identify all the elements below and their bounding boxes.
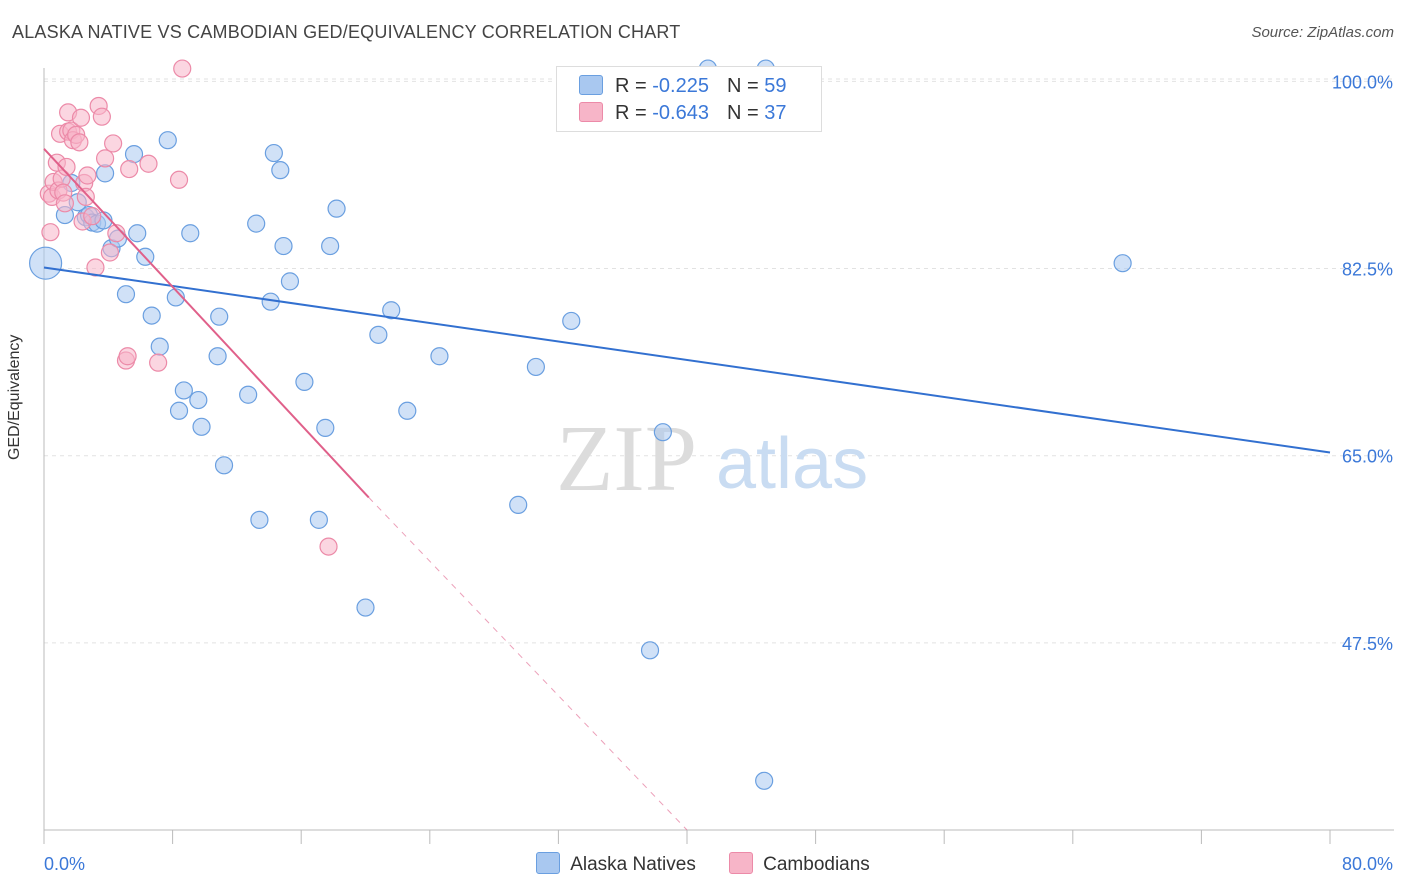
- alaska-point: [271, 161, 290, 180]
- stats-legend: R = -0.225 N = 59 R = -0.643 N = 37: [556, 66, 822, 132]
- alaska-swatch: [579, 75, 603, 95]
- cambodian-point: [57, 157, 76, 177]
- r-value: -0.643: [652, 102, 709, 124]
- cambodian-point: [71, 108, 91, 127]
- stats-row-alaska: R = -0.225 N = 59: [579, 75, 786, 101]
- x-tick-label: 0.0%: [44, 854, 85, 874]
- alaska-point: [653, 423, 672, 442]
- alaska-point: [150, 337, 169, 356]
- cambodian-point: [78, 166, 97, 185]
- alaska-point: [208, 347, 227, 366]
- x-tick-label: 80.0%: [1342, 854, 1393, 874]
- alaska-point: [398, 401, 417, 420]
- watermark-zip: ZIP: [556, 407, 697, 511]
- watermark-atlas: atlas: [716, 424, 868, 504]
- alaska-point: [562, 311, 581, 331]
- alaska-point: [327, 199, 346, 218]
- source-label: Source: ZipAtlas.com: [1251, 24, 1394, 41]
- n-label: N =: [726, 102, 765, 124]
- y-tick-label: 82.5%: [1342, 260, 1393, 280]
- alaska-swatch: [536, 852, 561, 874]
- alaska-point: [526, 357, 545, 377]
- alaska-point: [169, 401, 189, 420]
- alaska-point: [309, 510, 328, 529]
- cambodian-point: [41, 223, 60, 242]
- r-value: -0.225: [652, 75, 709, 97]
- alaska-point: [181, 224, 200, 243]
- cambodian-point: [76, 187, 95, 206]
- alaska-point: [247, 214, 266, 233]
- legend-label: Alaska Natives: [570, 854, 696, 875]
- trend-lines: [43, 148, 1331, 831]
- cambodian-trend-line: [43, 148, 370, 499]
- legend-item-alaska[interactable]: Alaska Natives: [536, 852, 696, 876]
- alaska-point: [264, 143, 283, 163]
- y-tick-label: 47.5%: [1342, 634, 1393, 654]
- alaska-point: [274, 236, 293, 256]
- r-label: R =: [615, 102, 653, 124]
- alaska-point: [321, 236, 340, 256]
- alaska-point: [316, 418, 335, 437]
- alaska-point: [755, 771, 774, 790]
- alaska-point: [189, 390, 208, 410]
- cambodian-point: [118, 347, 137, 366]
- cambodian-point: [95, 149, 115, 168]
- cambodian-point: [92, 107, 111, 126]
- alaska-point: [210, 307, 229, 326]
- cambodian-point: [100, 243, 120, 262]
- cambodian-point: [104, 134, 123, 153]
- cambodian-swatch: [729, 852, 754, 874]
- alaska-trend-line: [43, 266, 1331, 454]
- cambodian-trend-extension: [368, 497, 688, 831]
- alaska-point: [174, 381, 193, 400]
- watermark: ZIP atlas: [556, 407, 868, 511]
- alaska-point: [158, 131, 177, 150]
- cambodian-point: [120, 159, 139, 179]
- r-label: R =: [615, 75, 653, 97]
- alaska-point: [509, 495, 528, 514]
- cambodian-point: [319, 537, 338, 556]
- tick-labels: 47.5% 65.0% 82.5% 100.0% 0.0% 80.0%: [44, 72, 1393, 874]
- alaska-point: [369, 325, 388, 344]
- cambodian-point: [86, 258, 105, 277]
- alaska-point: [430, 347, 449, 366]
- stats-row-cambodian: R = -0.643 N = 37: [579, 102, 786, 128]
- alaska-point: [382, 301, 401, 320]
- cambodian-point: [83, 207, 102, 226]
- alaska-point: [214, 456, 234, 475]
- alaska-point: [356, 598, 375, 617]
- alaska-point: [239, 385, 258, 404]
- chart-title: ALASKA NATIVE VS CAMBODIAN GED/EQUIVALEN…: [12, 22, 681, 42]
- cambodian-point: [70, 133, 89, 152]
- alaska-point: [192, 417, 211, 436]
- alaska-point: [1113, 254, 1132, 273]
- cambodian-point: [169, 170, 189, 189]
- y-tick-label: 65.0%: [1342, 447, 1393, 467]
- data-points: [29, 59, 1132, 790]
- grid-lines: [44, 78, 1394, 644]
- series-legend: Alaska Natives Cambodians: [0, 852, 1406, 876]
- cambodian-point: [149, 353, 168, 372]
- alaska-point: [640, 641, 660, 660]
- legend-label: Cambodians: [763, 854, 870, 875]
- alaska-point: [128, 224, 147, 243]
- cambodian-point: [139, 154, 158, 173]
- n-value: 37: [764, 102, 787, 124]
- n-label: N =: [726, 75, 765, 97]
- cambodian-point: [55, 194, 74, 213]
- alaska-point: [29, 246, 63, 280]
- alaska-point: [280, 272, 300, 291]
- legend-item-cambodian[interactable]: Cambodians: [729, 852, 870, 876]
- cambodian-swatch: [579, 102, 603, 122]
- cambodian-point: [107, 224, 126, 243]
- y-tick-label: 100.0%: [1332, 72, 1393, 92]
- cambodian-point: [173, 59, 192, 78]
- alaska-point: [250, 510, 269, 529]
- n-value: 59: [764, 75, 787, 97]
- alaska-point: [295, 372, 314, 392]
- alaska-point: [142, 306, 161, 325]
- alaska-point: [116, 285, 136, 304]
